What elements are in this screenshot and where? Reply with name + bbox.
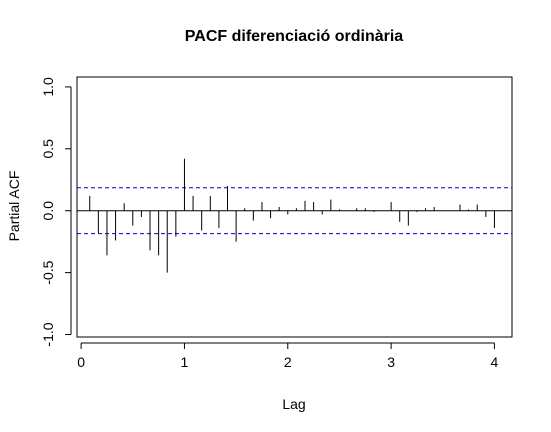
y-tick-label: 1.0	[40, 77, 56, 97]
chart-title: PACF diferenciació ordinària	[185, 28, 404, 45]
y-tick-label: 0.0	[40, 201, 56, 221]
x-tick-label: 2	[284, 354, 292, 370]
y-tick-label: -1.0	[40, 322, 56, 346]
x-axis-label: Lag	[282, 396, 305, 412]
plot-area	[76, 76, 513, 338]
y-axis-label: Partial ACF	[6, 171, 22, 242]
y-tick-label: -0.5	[40, 260, 56, 284]
x-tick-label: 4	[491, 354, 499, 370]
x-tick-label: 1	[181, 354, 189, 370]
x-tick-label: 3	[387, 354, 395, 370]
x-tick-label: 0	[77, 354, 85, 370]
plot-frame	[76, 76, 513, 338]
y-tick-label: 0.5	[40, 139, 56, 159]
